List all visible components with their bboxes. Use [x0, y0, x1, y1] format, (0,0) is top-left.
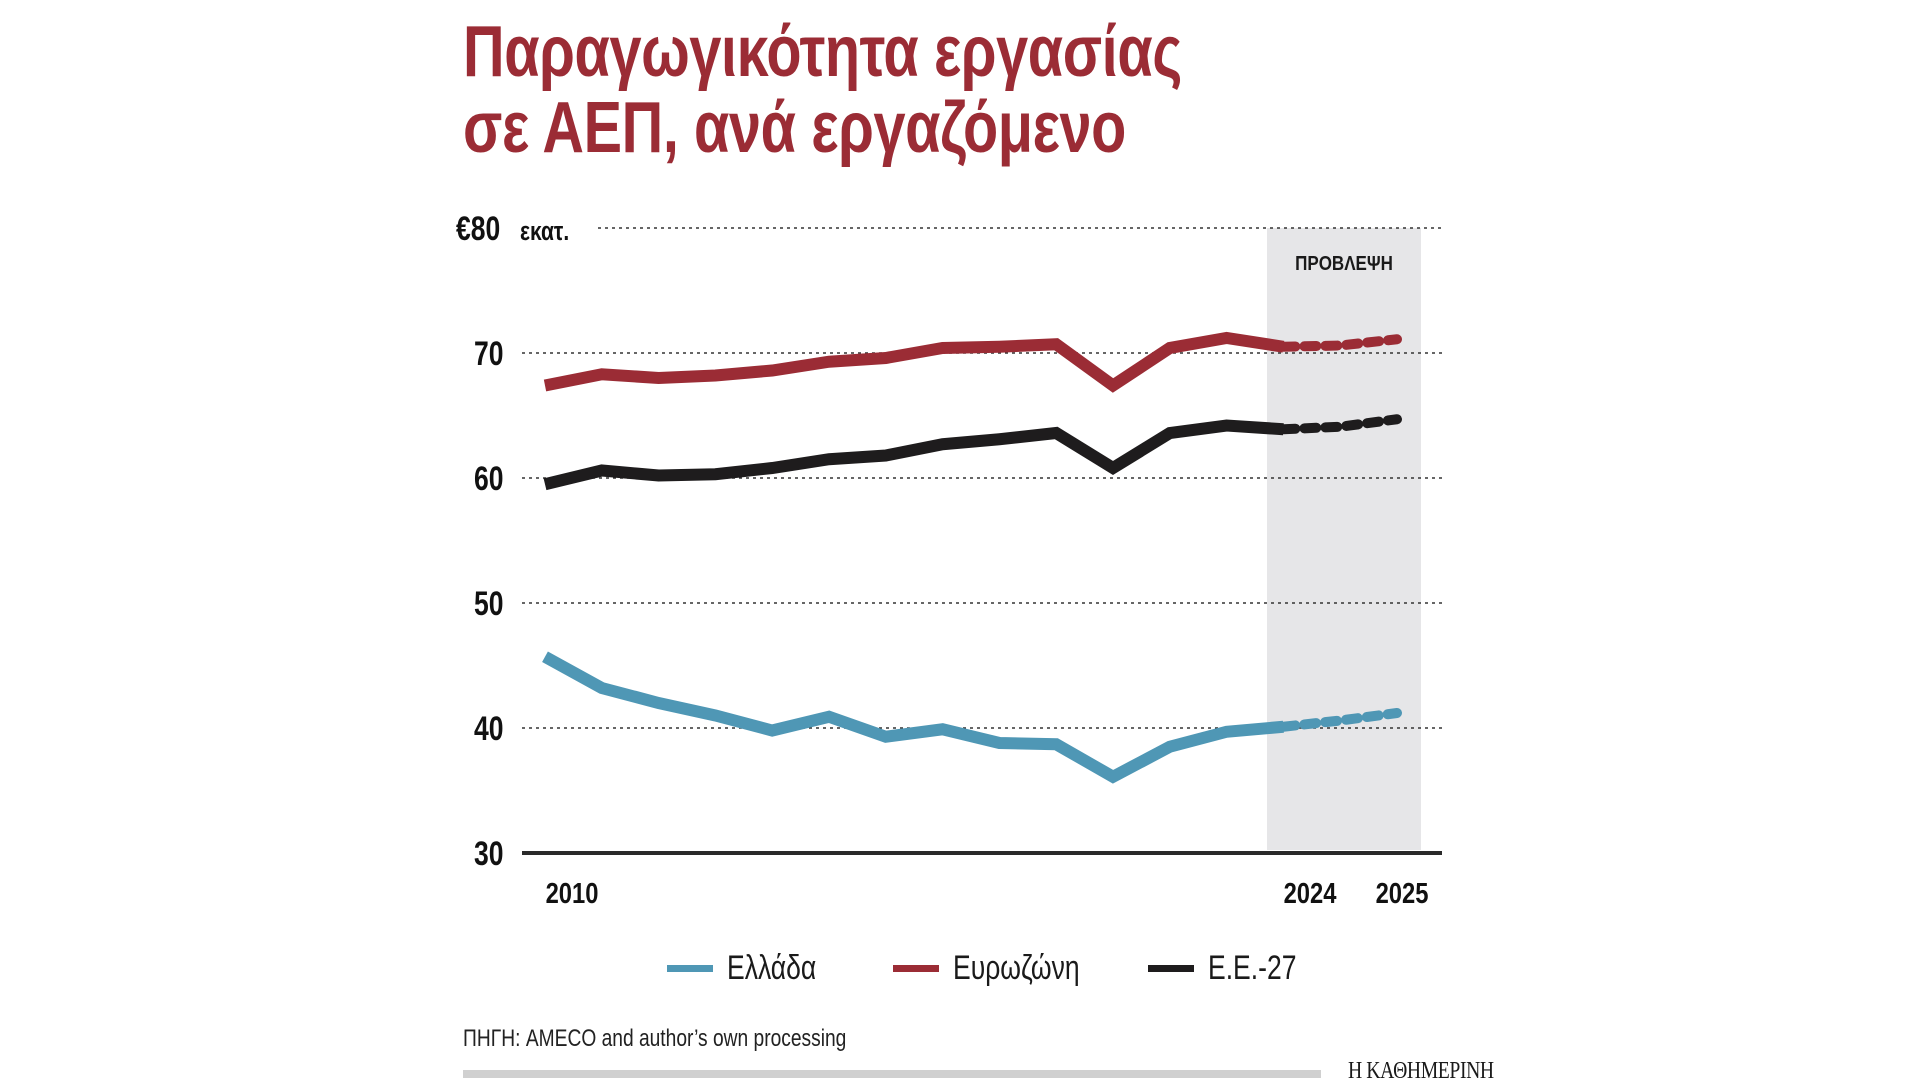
series-line-actual — [545, 657, 1283, 777]
x-axis-labels: 2010 2024 2025 — [546, 877, 1429, 910]
y-tick-30: 30 — [474, 835, 504, 873]
legend: Ελλάδα Ευρωζώνη Ε.Ε.-27 — [0, 948, 1920, 988]
legend-item-greece: Ελλάδα — [667, 948, 841, 988]
y-tick-label: €80 — [456, 210, 500, 248]
forecast-shade — [1267, 228, 1421, 850]
y-unit-label: εκατ. — [520, 217, 569, 247]
legend-label-eurozone: Ευρωζώνη — [953, 949, 1080, 988]
y-tick-label: 60 — [474, 460, 504, 498]
y-tick-50: 50 — [474, 585, 504, 623]
legend-swatch-eurozone — [893, 965, 939, 972]
y-tick-80: €80 εκατ. — [456, 210, 569, 248]
legend-label-eu27: Ε.Ε.-27 — [1208, 949, 1296, 988]
y-tick-70: 70 — [474, 335, 504, 373]
y-tick-40: 40 — [474, 710, 504, 748]
y-tick-label: 50 — [474, 585, 504, 623]
line-chart: ΠΡΟΒΛΕΨΗ 30 40 50 60 70 €80 εκατ. 2010 2024 2025 — [0, 0, 1920, 1000]
legend-swatch-greece — [667, 965, 713, 972]
legend-label-greece: Ελλάδα — [727, 949, 816, 988]
x-tick-label-2024: 2024 — [1284, 877, 1337, 910]
y-tick-label: 30 — [474, 835, 504, 873]
footer-bar — [463, 1070, 1321, 1078]
publisher-logo: Η ΚΑΘΗΜΕΡΙΝΗ — [1348, 1058, 1494, 1085]
series-line-actual — [545, 338, 1283, 386]
y-tick-label: 70 — [474, 335, 504, 373]
legend-item-eu27: Ε.Ε.-27 — [1148, 948, 1321, 988]
series-line-actual — [545, 426, 1283, 485]
forecast-label: ΠΡΟΒΛΕΨΗ — [1295, 252, 1393, 275]
x-tick-label-2010: 2010 — [546, 877, 599, 910]
y-axis-labels: 30 40 50 60 70 €80 εκατ. — [456, 210, 569, 873]
source-note: ΠΗΓΗ: AMECO and author’s own processing — [463, 1025, 846, 1053]
y-tick-60: 60 — [474, 460, 504, 498]
x-tick-label-2025: 2025 — [1376, 877, 1429, 910]
y-tick-label: 40 — [474, 710, 504, 748]
legend-item-eurozone: Ευρωζώνη — [893, 948, 1115, 988]
legend-swatch-eu27 — [1148, 965, 1194, 972]
